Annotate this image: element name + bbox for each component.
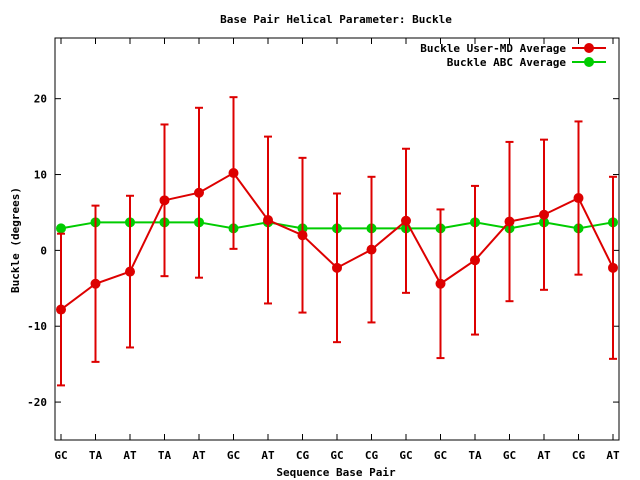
data-point <box>470 255 480 266</box>
legend-marker <box>584 43 594 53</box>
legend-marker <box>584 57 594 67</box>
legend-label: Buckle User-MD Average <box>420 42 566 55</box>
y-tick-label: -10 <box>27 320 47 333</box>
chart-title: Base Pair Helical Parameter: Buckle <box>220 13 452 26</box>
x-tick-label: GC <box>330 449 343 462</box>
data-point <box>435 278 446 289</box>
y-tick-label: 20 <box>34 93 47 106</box>
data-point <box>159 195 170 206</box>
axes: -20 -10 0 10 20 GC TA AT TA AT GC AT CG GC CG GC GC TA GC A… <box>27 38 620 462</box>
x-tick-label: GC <box>399 449 412 462</box>
x-tick-label: AT <box>606 449 620 462</box>
data-point <box>573 193 584 204</box>
series-layer <box>56 96 618 387</box>
x-tick-label: CG <box>365 449 379 462</box>
data-point <box>56 223 66 234</box>
data-point <box>608 262 618 273</box>
x-tick-label: GC <box>227 449 240 462</box>
x-tick-label: TA <box>468 449 482 462</box>
data-point <box>125 266 135 277</box>
x-tick-label: AT <box>261 449 275 462</box>
x-tick-label: AT <box>537 449 551 462</box>
x-tick-label: CG <box>296 449 310 462</box>
data-point <box>228 168 239 179</box>
data-point <box>504 216 515 227</box>
y-tick-label: 10 <box>34 169 47 182</box>
data-point <box>263 215 273 226</box>
data-point <box>297 230 308 241</box>
y-tick-label: 0 <box>40 244 47 257</box>
x-tick-label: GC <box>54 449 67 462</box>
x-axis-label: Sequence Base Pair <box>276 466 396 479</box>
data-point <box>90 278 101 289</box>
data-point <box>366 244 377 255</box>
data-point <box>332 262 342 273</box>
data-point <box>56 304 66 315</box>
y-tick-label: -20 <box>27 396 47 409</box>
x-tick-label: GC <box>503 449 516 462</box>
y-axis-label: Buckle (degrees) <box>9 187 22 293</box>
data-point <box>539 209 549 220</box>
data-point <box>401 215 411 226</box>
x-tick-label: AT <box>123 449 137 462</box>
x-tick-label: TA <box>89 449 103 462</box>
legend-label: Buckle ABC Average <box>447 56 567 69</box>
data-point <box>194 187 204 198</box>
x-tick-label: GC <box>434 449 447 462</box>
x-tick-label: TA <box>158 449 172 462</box>
x-tick-label: CG <box>572 449 586 462</box>
x-tick-label: AT <box>192 449 206 462</box>
series-0 <box>56 96 618 387</box>
